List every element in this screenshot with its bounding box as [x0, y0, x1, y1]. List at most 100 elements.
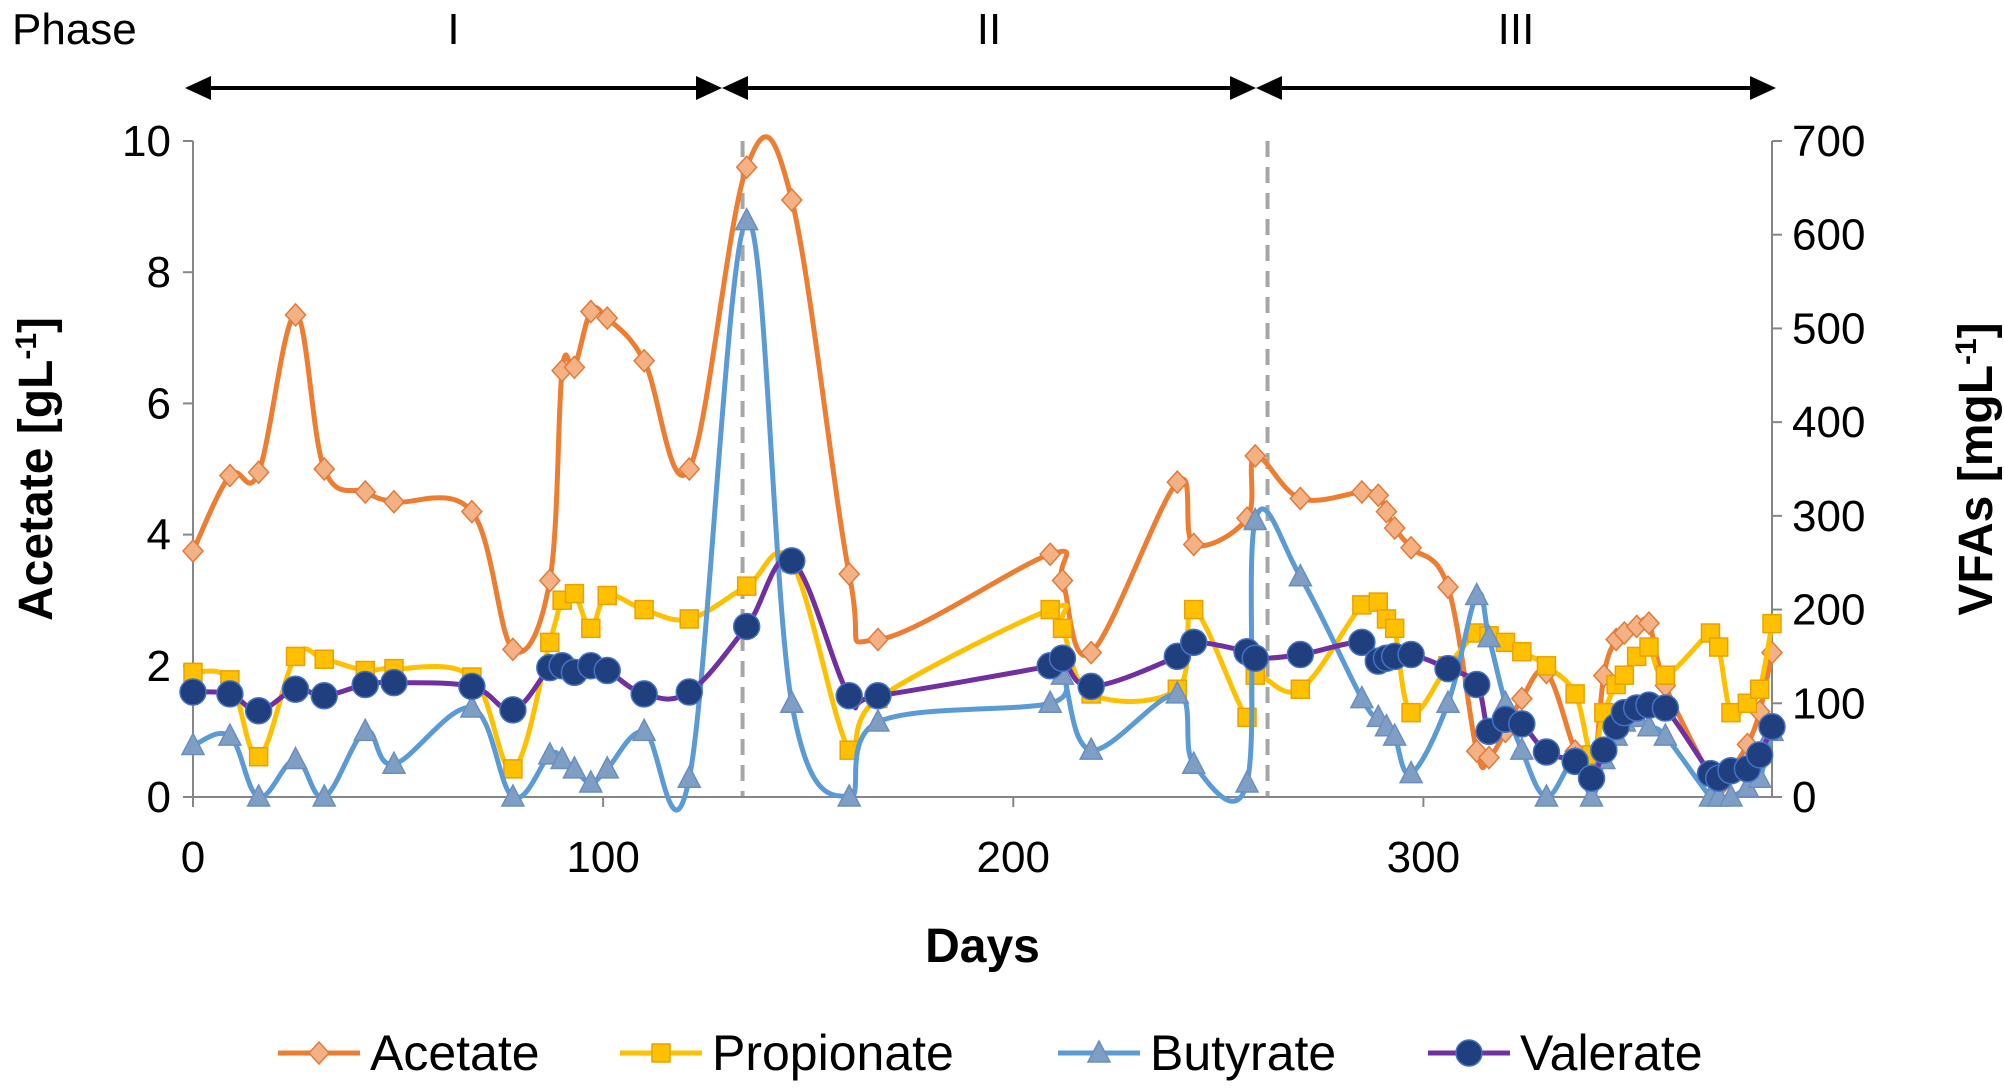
y-axis-left-title-sup: -1 [10, 333, 43, 360]
plot-area [179, 134, 1786, 813]
valerate-point [1651, 694, 1680, 722]
y-axis-right-title-close: ] [1950, 322, 2003, 338]
legend: Acetate Propionate Butyrate Valerate [278, 1025, 1703, 1081]
propionate-point [1639, 637, 1659, 657]
propionate-point [581, 618, 601, 639]
propionate-point [1401, 702, 1421, 723]
valerate-point [310, 682, 338, 710]
butyrate-point [1037, 689, 1063, 714]
y-left-tick-label: 10 [122, 117, 171, 166]
butyrate-point [1398, 759, 1424, 784]
y-axis-right-title-sup: -1 [1950, 338, 1983, 365]
valerate-point [216, 680, 244, 708]
phase-arrow-head-right [1750, 76, 1776, 100]
valerate-point [1532, 738, 1561, 766]
butyrate-point [1243, 506, 1268, 531]
butyrate-point [1349, 684, 1375, 709]
valerate-point [281, 675, 310, 703]
valerate-point [351, 670, 380, 699]
legend-item-acetate: Acetate [278, 1025, 540, 1081]
acetate-point [460, 499, 483, 524]
x-tick-label: 100 [566, 833, 639, 882]
valerate-point [1077, 672, 1105, 701]
y-right-tick-label: 200 [1792, 586, 1865, 635]
propionate-point [1512, 641, 1532, 662]
acetate-point [1244, 443, 1267, 468]
legend-label: Propionate [712, 1025, 954, 1081]
propionate-point [1536, 656, 1557, 676]
butyrate-point [312, 783, 337, 807]
y-left-tick-label: 0 [147, 773, 171, 822]
butyrate-point [734, 207, 759, 231]
acetate-point [735, 155, 758, 180]
phase-name: III [1498, 5, 1535, 54]
butyrate-point [1579, 783, 1604, 807]
propionate-point [1290, 679, 1311, 699]
propionate-point [1655, 665, 1676, 685]
valerate-point [1179, 628, 1208, 657]
propionate-point [503, 759, 523, 779]
butyrate-point [631, 717, 657, 742]
butyrate-point [537, 741, 563, 765]
butyrate-point [1288, 563, 1313, 587]
propionate-point [634, 599, 654, 620]
y-axis-right-title-base: VFAs [mgL [1950, 365, 2003, 616]
phase-arrow-head-left [1256, 76, 1282, 100]
propionate-point [248, 746, 269, 767]
legend-item-butyrate: Butyrate [1058, 1025, 1336, 1081]
acetate-point [596, 306, 619, 331]
valerate-point [1758, 712, 1786, 741]
series-butyrate [180, 207, 1785, 813]
butyrate-point [594, 755, 620, 779]
acetate-point [1166, 470, 1189, 495]
y-right-tick-label: 100 [1792, 679, 1865, 728]
acetate-point [1289, 486, 1312, 511]
butyrate-point [578, 769, 604, 793]
butyrate-point [246, 783, 271, 807]
y-right-tick-label: 500 [1792, 304, 1865, 353]
butyrate-point [1464, 581, 1489, 606]
butyrate-point [381, 750, 407, 774]
butyrate-point [1382, 722, 1407, 746]
butyrate-point [1534, 783, 1559, 807]
phase-arrow-head-right [1230, 76, 1256, 100]
phase-arrow-head-left [185, 76, 211, 100]
y-right-tick-label: 0 [1792, 773, 1816, 822]
butyrate-point [1165, 680, 1190, 704]
valerate-point [1462, 670, 1491, 699]
y-axis-left-title-base: Acetate [gL [10, 360, 63, 621]
acetate-point [1080, 640, 1103, 665]
propionate-point [564, 583, 585, 604]
propionate-point [1352, 595, 1372, 615]
propionate-point [597, 585, 617, 606]
acetate-point [354, 479, 377, 505]
y-axis-left-title-close: ] [10, 317, 63, 333]
acetate-point [1375, 499, 1398, 524]
acetate-point [538, 568, 561, 593]
y-axis-left-title: Acetate [gL-1] [10, 317, 64, 621]
valerate-point [1348, 628, 1376, 657]
acetate-point [866, 627, 889, 652]
series-acetate [181, 134, 1784, 800]
valerate-point [458, 672, 486, 701]
butyrate-point [1078, 736, 1104, 760]
phase-arrow-head-right [696, 76, 722, 100]
butyrate-point [836, 783, 862, 807]
acetate-point [1350, 479, 1373, 505]
legend-swatch-marker [1455, 1039, 1483, 1067]
butyrate-point [1435, 689, 1461, 714]
acetate-point [313, 456, 336, 482]
propionate-point [1040, 599, 1060, 620]
valerate-point [1397, 640, 1425, 669]
valerate-point [499, 696, 527, 724]
legend-item-propionate: Propionate [620, 1025, 954, 1081]
butyrate-point [677, 764, 702, 789]
valerate-point [1508, 710, 1536, 738]
acetate-point [780, 187, 803, 213]
butyrate-point [1476, 624, 1502, 648]
butyrate-point [459, 694, 485, 718]
acetate-point [1477, 745, 1501, 770]
phase-name: II [977, 5, 1001, 54]
acetate-point [382, 489, 405, 514]
